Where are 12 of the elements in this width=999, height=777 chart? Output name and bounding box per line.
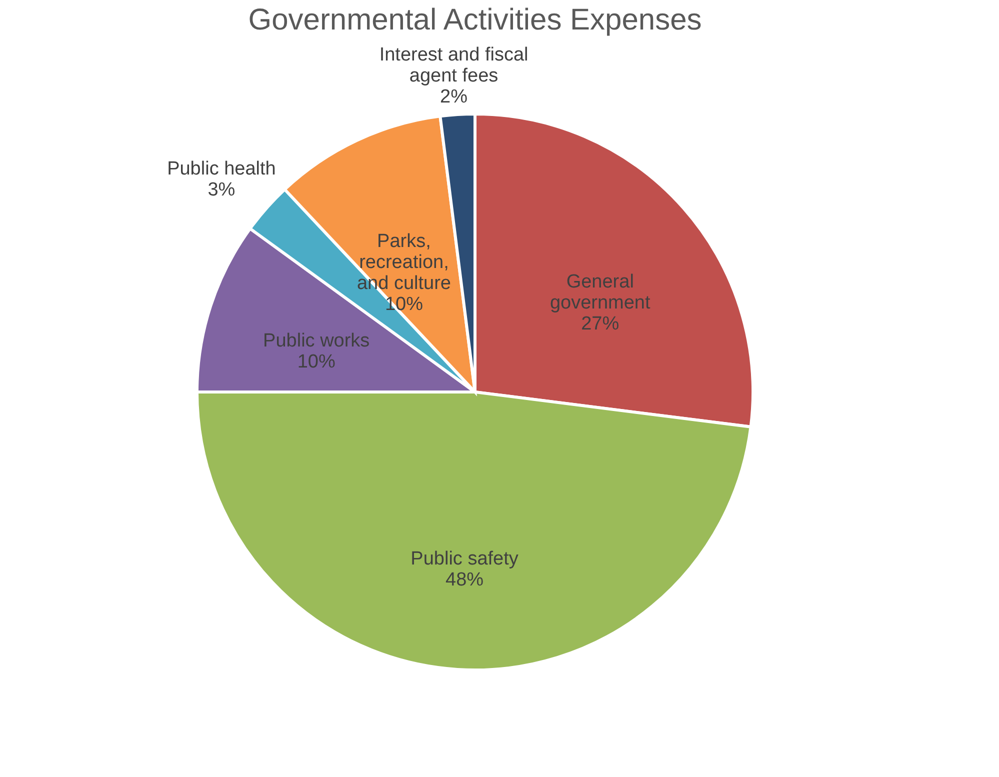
- data-label: 2%: [440, 86, 468, 108]
- slice-label: Interest and fiscal agent fees: [379, 44, 528, 87]
- data-label: 3%: [208, 179, 236, 200]
- chart-title: Governmental Activities Expenses: [248, 4, 702, 37]
- slice-label: Public safety: [410, 548, 519, 570]
- data-label: 27%: [581, 314, 620, 335]
- slice-label: General government: [550, 272, 651, 314]
- data-label: 48%: [446, 569, 484, 590]
- slice-label: Public works: [263, 330, 370, 352]
- data-label: 10%: [297, 351, 336, 372]
- slice-label: Public health: [167, 158, 276, 180]
- slice-label: Parks, recreation, and culture: [356, 231, 451, 294]
